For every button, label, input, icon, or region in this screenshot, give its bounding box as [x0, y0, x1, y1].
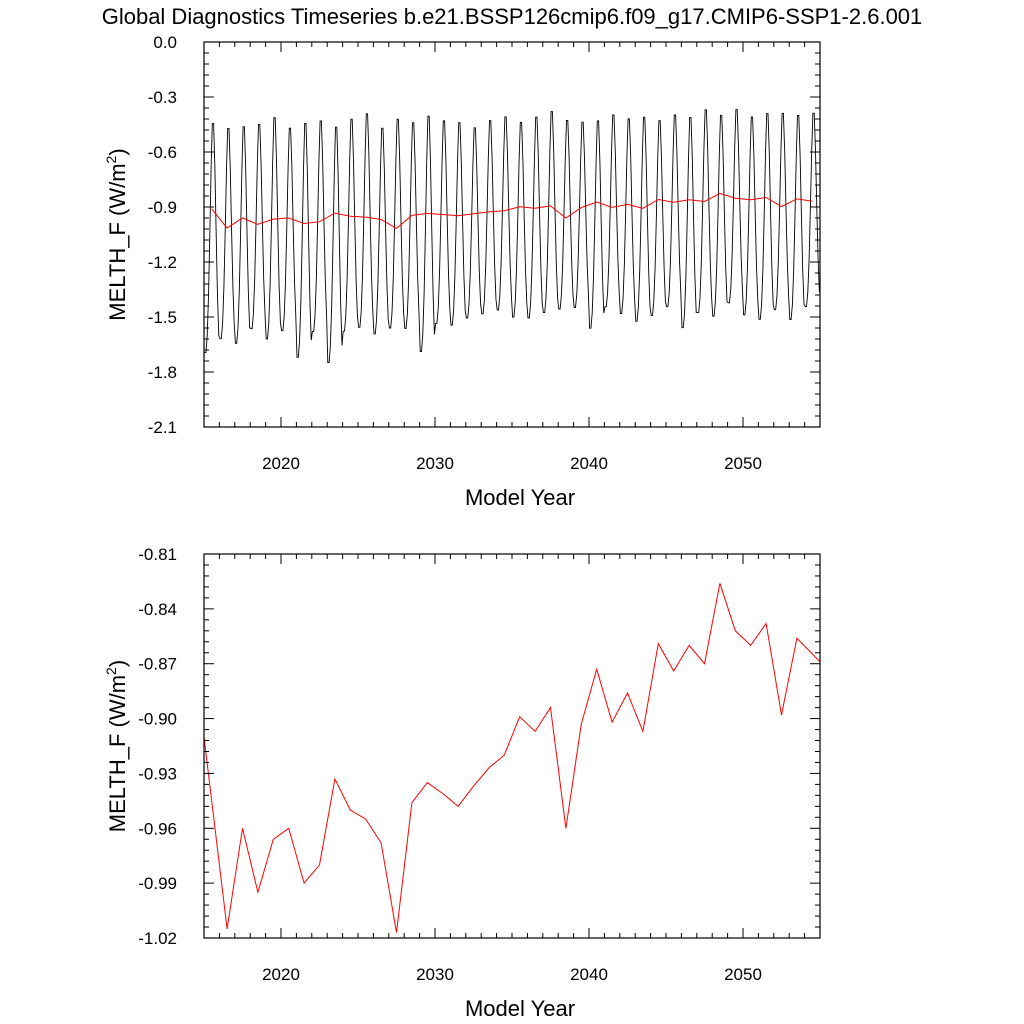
y-tick-label: -0.81 [138, 545, 177, 564]
y-tick-label: 0.0 [153, 33, 177, 52]
x-tick-label: 2040 [570, 965, 608, 984]
y-axis-label-close: ) [105, 660, 130, 667]
annual-mean-line [203, 583, 821, 933]
annual-mean-line [211, 192, 813, 230]
x-tick-label: 2020 [262, 454, 300, 473]
y-tick-label: -0.84 [138, 600, 177, 619]
x-axis-label: Model Year [465, 996, 575, 1021]
x-tick-label: 2020 [262, 965, 300, 984]
plot-frame [203, 553, 821, 939]
y-tick-label: -1.2 [148, 253, 177, 272]
x-axis-label: Model Year [465, 485, 575, 510]
y-tick-label: -1.8 [148, 363, 177, 382]
y-tick-label: -1.5 [148, 308, 177, 327]
y-axis-label: MELTH_F (W/m2) [103, 660, 130, 832]
y-tick-label: -0.90 [138, 710, 177, 729]
x-tick-label: 2040 [570, 454, 608, 473]
y-tick-label: -0.99 [138, 874, 177, 893]
y-axis-label-superscript: 2 [103, 667, 119, 675]
x-tick-label: 2030 [416, 454, 454, 473]
x-tick-label: 2050 [724, 454, 762, 473]
y-axis-label: MELTH_F (W/m2) [103, 148, 130, 320]
x-tick-label: 2050 [724, 965, 762, 984]
y-tick-label: -0.87 [138, 655, 177, 674]
plot-frame [203, 41, 821, 428]
figure-title: Global Diagnostics Timeseries b.e21.BSSP… [102, 4, 923, 29]
monthly-series-line [204, 109, 820, 363]
top-panel: 2020 2030 2040 2050 0.0 -0.3 -0.6 -0.9 -1.2 -1.5 -… [103, 33, 821, 510]
y-axis-label-superscript: 2 [103, 155, 119, 163]
x-tick-label: 2030 [416, 965, 454, 984]
y-tick-label: -0.96 [138, 819, 177, 838]
y-axis-label-close: ) [105, 148, 130, 155]
y-axis-label-text: MELTH_F (W/m [105, 163, 130, 320]
y-tick-label: -0.9 [148, 198, 177, 217]
y-axis-label-text: MELTH_F (W/m [105, 675, 130, 832]
y-tick-label: -0.93 [138, 764, 177, 783]
bottom-panel: 2020 2030 2040 2050 -0.81 -0.84 -0.87 -0.90 -0.9… [103, 545, 821, 1021]
y-tick-label: -0.6 [148, 143, 177, 162]
y-tick-label: -1.02 [138, 929, 177, 948]
y-tick-label: -2.1 [148, 418, 177, 437]
y-tick-label: -0.3 [148, 88, 177, 107]
